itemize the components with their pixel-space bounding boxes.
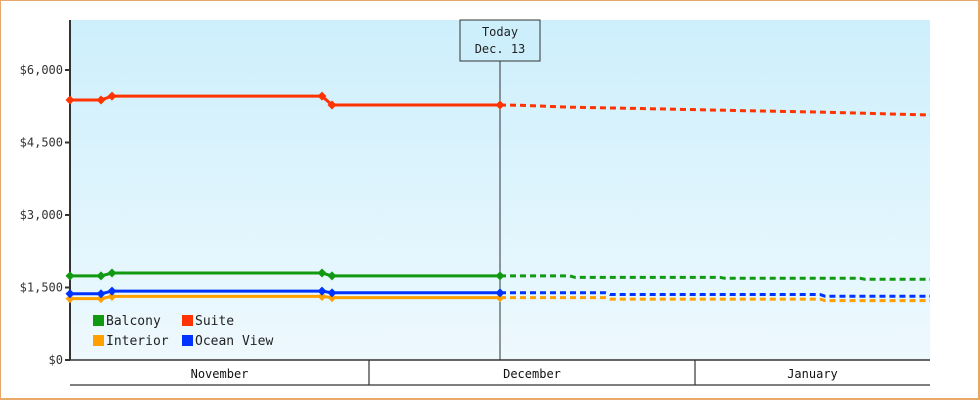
series-interior [65,291,930,304]
y-tick-label: $0 [49,353,63,367]
data-point[interactable] [327,100,337,110]
data-point[interactable] [317,286,327,296]
legend-label: Balcony [106,314,161,329]
data-point[interactable] [96,289,106,299]
y-axis: $0 $1,500 $3,000 $4,500 $6,000 [20,20,71,367]
data-point[interactable] [317,91,327,101]
y-tick-label: $6,000 [20,63,63,77]
legend-swatch [182,315,193,326]
series-suite [65,91,931,117]
data-point[interactable] [96,294,106,304]
data-point[interactable] [65,95,75,105]
data-point[interactable] [495,100,505,110]
legend-label: Suite [195,314,234,329]
data-point[interactable] [317,291,327,301]
data-point[interactable] [107,91,117,101]
data-point[interactable] [96,271,106,281]
legend-swatch [93,315,104,326]
series-lines [65,91,931,304]
legend-swatch [93,335,104,346]
x-category-label: November [191,367,249,381]
data-point[interactable] [107,291,117,301]
legend-item-balcony[interactable]: Balcony [93,314,161,329]
legend-label: Interior [106,334,169,349]
x-category-label: January [787,367,838,381]
data-point[interactable] [65,289,75,299]
legend-item-ocean-view[interactable]: Ocean View [182,334,273,349]
x-category-label: December [503,367,561,381]
legend-swatch [182,335,193,346]
today-date: Dec. 13 [475,42,526,56]
data-point[interactable] [327,271,337,281]
legend-item-interior[interactable]: Interior [93,334,169,349]
data-point[interactable] [495,288,505,298]
legend: Balcony Suite Interior Ocean View [93,314,273,349]
today-marker: Today Dec. 13 [459,19,541,360]
x-axis: November December January [70,359,930,386]
data-point[interactable] [317,268,327,278]
data-point[interactable] [495,293,505,303]
series-balcony [65,268,930,281]
data-point[interactable] [65,294,75,304]
today-label: Today [482,25,518,39]
data-point[interactable] [327,293,337,303]
data-point[interactable] [107,268,117,278]
legend-label: Ocean View [195,334,273,349]
data-point[interactable] [65,271,75,281]
data-point[interactable] [495,271,505,281]
y-tick-label: $1,500 [20,281,63,295]
legend-item-suite[interactable]: Suite [182,314,234,329]
series-ocean-view [65,286,930,299]
data-point[interactable] [96,95,106,105]
y-tick-label: $4,500 [20,136,63,150]
y-tick-label: $3,000 [20,208,63,222]
data-point[interactable] [107,286,117,296]
data-point[interactable] [327,288,337,298]
